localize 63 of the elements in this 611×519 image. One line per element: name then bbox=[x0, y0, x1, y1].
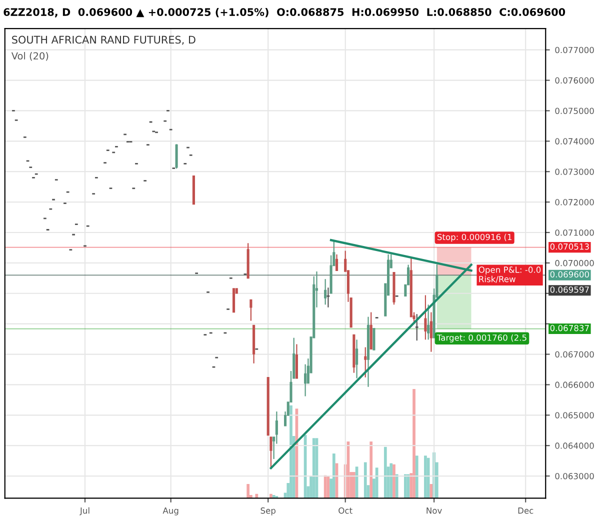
y-tick-label: 0.065000 bbox=[555, 412, 594, 418]
y-tick-label: 0.066000 bbox=[555, 382, 594, 388]
candlestick bbox=[430, 312, 432, 352]
x-tick-label: Sep bbox=[260, 507, 276, 516]
candlestick bbox=[175, 144, 178, 170]
y-tick-label: 0.073000 bbox=[555, 168, 594, 175]
x-tick-label: Nov bbox=[426, 508, 442, 514]
band-label: Stop: 0.000916 (1 bbox=[437, 234, 512, 242]
candlestick bbox=[372, 328, 376, 350]
x-tick-label: Jul bbox=[80, 507, 90, 516]
candlestick bbox=[270, 436, 272, 469]
x-tick-label: Dec bbox=[518, 508, 534, 514]
y-tick-label: 0.076000 bbox=[555, 77, 594, 84]
bar bbox=[415, 456, 418, 498]
bar bbox=[312, 438, 316, 498]
y-tick-label: 0.070000 bbox=[555, 260, 594, 266]
bar bbox=[412, 389, 416, 498]
x-tick-label: Oct bbox=[338, 507, 352, 514]
y-tick-label: 0.072000 bbox=[555, 199, 594, 206]
y-tick-label: 0.077000 bbox=[555, 46, 594, 54]
bar bbox=[426, 458, 430, 498]
candlestick bbox=[364, 346, 367, 378]
bar bbox=[324, 475, 327, 498]
y-tick-label: 0.075000 bbox=[555, 108, 594, 114]
candlestick bbox=[295, 344, 298, 379]
candlestick bbox=[250, 299, 252, 322]
band-label: Target: 0.001760 (2.5 bbox=[436, 334, 526, 342]
bar bbox=[370, 441, 373, 498]
bar bbox=[352, 472, 356, 498]
candlestick bbox=[232, 288, 236, 313]
bar bbox=[290, 405, 292, 498]
ref-line-label: 0.069600 bbox=[550, 271, 589, 278]
bar bbox=[390, 463, 393, 498]
chart-title: 6ZZ2018, D 0.069600 ▲ +0.000725 (+1.05%) O:0.068875 H:0.069950 L:0.068850 C:0.069600 bbox=[4, 8, 566, 18]
y-tick-label: 0.067000 bbox=[555, 351, 594, 358]
text: SOUTH AFRICAN RAND FUTURES, D bbox=[12, 36, 196, 45]
bar bbox=[246, 484, 250, 498]
y-tick-label: 0.064000 bbox=[555, 442, 594, 449]
candlestick bbox=[424, 294, 427, 340]
bar bbox=[424, 456, 427, 498]
bar bbox=[384, 446, 387, 498]
annotation: Vol (20) bbox=[11, 52, 48, 61]
candlestick bbox=[324, 278, 327, 306]
bar bbox=[404, 474, 407, 498]
candlestick bbox=[326, 287, 330, 308]
candlestick bbox=[356, 339, 358, 379]
y-tick-label: 0.063000 bbox=[555, 473, 594, 480]
ref-line-label: 0.067837 bbox=[550, 324, 589, 332]
annotation: Open P&L: -0.0 Risk/Rew bbox=[478, 266, 541, 283]
bar bbox=[364, 462, 367, 498]
bar bbox=[332, 453, 336, 498]
candlestick bbox=[335, 254, 338, 272]
bar bbox=[392, 464, 396, 498]
candlestick bbox=[370, 312, 372, 350]
bar bbox=[375, 468, 378, 498]
bar bbox=[395, 474, 398, 498]
ref-line-label: 0.070513 bbox=[550, 243, 589, 250]
y-tick-label: 0.074000 bbox=[555, 138, 594, 144]
y-tick-label: 0.071000 bbox=[555, 229, 594, 236]
candlestick bbox=[414, 314, 419, 342]
ref-line-label: 0.069597 bbox=[550, 286, 589, 293]
x-tick-label: Aug bbox=[162, 508, 178, 516]
candlestick bbox=[427, 304, 430, 340]
